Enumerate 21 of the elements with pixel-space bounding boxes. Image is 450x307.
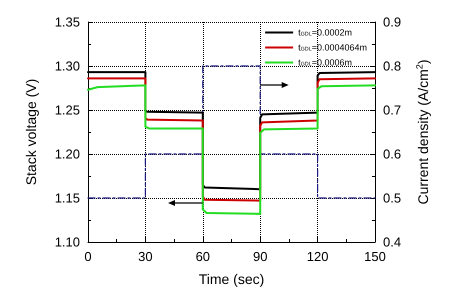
y2-tick-label: 0.7 xyxy=(383,102,402,118)
x-tick-label: 60 xyxy=(196,249,210,264)
y2-tick-label: 0.8 xyxy=(383,58,402,74)
y2-axis-title: Current density (A/cm2) xyxy=(414,59,431,205)
x-tick-label: 120 xyxy=(306,249,328,264)
y-tick-label: 1.10 xyxy=(54,234,80,250)
x-tick-label: 30 xyxy=(138,249,153,264)
x-tick-label: 90 xyxy=(252,249,268,264)
y-tick-label: 1.20 xyxy=(54,146,80,162)
y-tick-label: 1.35 xyxy=(54,14,80,30)
y2-tick-label: 0.5 xyxy=(383,190,402,206)
x-axis-title: Time (sec) xyxy=(198,271,264,287)
y2-tick-label: 0.6 xyxy=(383,146,402,162)
y-tick-label: 1.15 xyxy=(54,190,80,206)
y-tick-label: 1.25 xyxy=(54,102,80,118)
y-tick-label: 1.30 xyxy=(54,58,80,74)
x-tick-label: 0 xyxy=(84,249,92,264)
y-axis-title: Stack voltage (V) xyxy=(23,78,39,186)
y2-tick-label: 0.9 xyxy=(383,14,402,30)
x-tick-label: 150 xyxy=(364,249,386,264)
y2-tick-label: 0.4 xyxy=(383,234,402,250)
